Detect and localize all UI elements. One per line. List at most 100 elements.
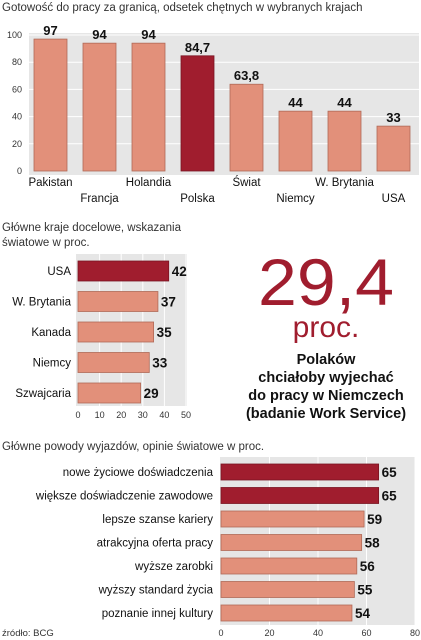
bar-holandia (131, 42, 166, 172)
category-label-niemcy: Niemcy (276, 193, 315, 205)
x-tick-label: 0 (75, 410, 80, 420)
value-label-pakistan: 97 (43, 23, 57, 38)
bar-lepsze-szanse-kariery (220, 510, 365, 528)
bar-szwajcaria (77, 382, 142, 404)
value-label-wyzszy-standard-zycia: 55 (357, 583, 373, 598)
chart-destinations: Główne kraje docelowe, wskazania światow… (2, 222, 191, 420)
bar-francja (82, 42, 117, 172)
value-label-wyzsze-zarobki: 56 (360, 559, 376, 574)
chart-destinations-x-axis: 0 10 20 30 40 50 (75, 410, 191, 420)
chart-reasons-category-labels: nowe życiowe doświadczenia większe doświa… (35, 467, 214, 620)
chart-destinations-bars (77, 260, 170, 404)
category-label-niemcy: Niemcy (33, 358, 72, 370)
x-tick-label: 40 (159, 410, 169, 420)
value-label-usa: 42 (172, 264, 187, 279)
bar-niemcy (278, 110, 313, 172)
category-label-holandia: Holandia (126, 177, 172, 189)
value-label-nowe-zyciowe-doswiadczenia: 65 (382, 465, 398, 480)
value-label-w-brytania: 37 (161, 295, 176, 310)
bar-poznanie-innej-kultury (220, 604, 353, 622)
bar-usa (376, 125, 411, 172)
callout: 29,4 proc. Polaków chciałoby wyjechać do… (246, 245, 406, 422)
x-tick-label: 20 (264, 628, 274, 638)
chart-willingness-title: Gotowość do pracy za granicą, odsetek ch… (2, 2, 363, 14)
category-label-szwajcaria: Szwajcaria (15, 388, 71, 400)
chart-destinations-category-labels: USA W. Brytania Kanada Niemcy Szwajcaria (12, 266, 71, 400)
x-tick-label: 60 (361, 628, 371, 638)
category-label-kanada: Kanada (31, 327, 71, 339)
x-tick-label: 0 (218, 628, 223, 638)
bar-w-brytania (327, 110, 362, 172)
category-label-usa: USA (382, 193, 406, 205)
x-tick-label: 40 (313, 628, 323, 638)
bar-w-brytania (77, 291, 159, 312)
chart-destinations-title-line-1: Główne kraje docelowe, wskazania (2, 222, 182, 234)
bar-swiat (229, 83, 264, 172)
category-label-polska: Polska (180, 193, 215, 205)
chart-reasons-bars (220, 463, 380, 622)
chart-destinations-title-line-2: światowe w proc. (2, 237, 90, 249)
bar-kanada (77, 321, 154, 343)
chart-willingness-value-labels: 97 94 94 84,7 63,8 44 44 33 (43, 23, 400, 125)
category-label-wieksze-doswiadczenie-zawodowe: większe doświadczenie zawodowe (35, 491, 213, 503)
value-label-szwajcaria: 29 (144, 386, 159, 401)
y-tick-label: 20 (12, 139, 22, 149)
y-tick-label: 40 (12, 112, 22, 122)
value-label-kanada: 35 (157, 325, 173, 340)
bar-polska (180, 55, 215, 172)
callout-unit: proc. (293, 311, 360, 344)
category-label-pakistan: Pakistan (28, 177, 72, 189)
source-note: źródło: BCG (2, 628, 54, 639)
bar-usa (77, 260, 170, 282)
category-label-w-brytania: W. Brytania (315, 177, 374, 189)
value-label-polska: 84,7 (185, 40, 210, 55)
bar-wyzsze-zarobki (220, 557, 358, 575)
value-label-poznanie-innej-kultury: 54 (355, 606, 371, 621)
bar-wieksze-doswiadczenie-zawodowe (220, 487, 380, 504)
chart-willingness-y-axis: 0 20 40 60 80 100 (7, 30, 22, 176)
chart-destinations-value-labels: 42 37 35 33 29 (144, 264, 187, 401)
category-label-francja: Francja (80, 193, 119, 205)
value-label-niemcy: 33 (152, 356, 168, 371)
bar-niemcy (77, 352, 150, 373)
category-label-lepsze-szanse-kariery: lepsze szanse kariery (102, 514, 213, 526)
bar-nowe-zyciowe-doswiadczenia (220, 463, 380, 481)
callout-number: 29,4 (258, 245, 394, 319)
value-label-niemcy: 44 (288, 95, 303, 110)
chart-willingness: Gotowość do pracy za granicą, odsetek ch… (2, 2, 419, 205)
chart-willingness-category-labels: Pakistan Francja Holandia Polska Świat Niemcy… (28, 176, 405, 205)
chart-reasons-x-axis: 0 20 40 60 80 (218, 628, 420, 638)
category-label-nowe-zyciowe-doswiadczenia: nowe życiowe doświadczenia (63, 467, 214, 479)
value-label-francja: 94 (92, 27, 107, 42)
category-label-poznanie-innej-kultury: poznanie innej kultury (102, 608, 213, 620)
category-label-wyzsze-zarobki: wyższe zarobki (134, 561, 213, 573)
category-label-swiat: Świat (232, 176, 261, 189)
chart-willingness-bars (33, 38, 411, 172)
category-label-atrakcyjna-oferta-pracy: atrakcyjna oferta pracy (97, 538, 214, 550)
value-label-atrakcyjna-oferta-pracy: 58 (365, 536, 381, 551)
value-label-holandia: 94 (141, 27, 156, 42)
value-label-wieksze-doswiadczenie-zawodowe: 65 (382, 489, 398, 504)
bar-atrakcyjna-oferta-pracy (220, 534, 363, 551)
y-tick-label: 100 (7, 30, 22, 40)
callout-line-2: chciałoby wyjechać (258, 370, 393, 386)
y-tick-label: 0 (17, 166, 22, 176)
bar-pakistan (33, 38, 68, 172)
x-tick-label: 80 (410, 628, 420, 638)
category-label-w-brytania: W. Brytania (12, 297, 71, 309)
category-label-usa: USA (47, 266, 71, 278)
chart-reasons-title: Główne powody wyjazdów, opinie światowe … (2, 441, 264, 453)
x-tick-label: 10 (95, 410, 105, 420)
bar-wyzszy-standard-zycia (220, 581, 355, 598)
chart-reasons: Główne powody wyjazdów, opinie światowe … (2, 441, 420, 638)
callout-line-4: (badanie Work Service) (246, 406, 406, 422)
callout-line-1: Polaków (297, 352, 357, 368)
value-label-w-brytania: 44 (337, 95, 352, 110)
value-label-usa: 33 (386, 110, 400, 125)
value-label-swiat: 63,8 (234, 68, 259, 83)
value-label-lepsze-szanse-kariery: 59 (367, 512, 382, 527)
y-tick-label: 80 (12, 57, 22, 67)
x-tick-label: 30 (138, 410, 148, 420)
